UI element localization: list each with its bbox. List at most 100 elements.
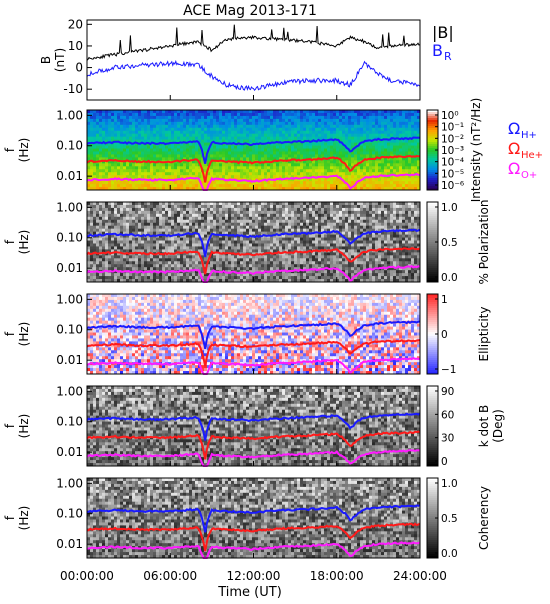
cell	[303, 208, 306, 211]
cell	[357, 229, 360, 232]
cell	[195, 205, 198, 208]
cell	[309, 214, 312, 217]
cell	[309, 181, 312, 184]
cell	[108, 214, 111, 217]
cell	[183, 223, 186, 226]
cell	[345, 178, 348, 181]
cell	[201, 202, 204, 205]
cell	[303, 243, 306, 246]
cell	[171, 238, 174, 241]
cell	[249, 166, 252, 169]
cell	[267, 146, 270, 149]
cell	[261, 131, 264, 134]
cell	[348, 125, 351, 128]
cell	[288, 151, 291, 154]
cell	[348, 131, 351, 134]
cell	[411, 125, 414, 128]
cell	[204, 143, 207, 146]
cell	[96, 154, 99, 157]
cell	[231, 172, 234, 175]
cell	[294, 202, 297, 205]
cell	[339, 113, 342, 116]
cell	[141, 243, 144, 246]
cell	[207, 226, 210, 229]
cell	[363, 220, 366, 223]
cell	[246, 134, 249, 137]
cell	[201, 122, 204, 125]
cell	[312, 110, 315, 113]
cell	[135, 202, 138, 205]
cell	[141, 116, 144, 119]
cell	[375, 128, 378, 131]
cell	[345, 119, 348, 122]
cell	[246, 137, 249, 140]
cell	[285, 181, 288, 184]
cell	[273, 238, 276, 241]
cell	[162, 163, 165, 166]
cell	[408, 110, 411, 113]
cell	[342, 220, 345, 223]
cell	[402, 181, 405, 184]
cell	[132, 134, 135, 137]
cell	[162, 137, 165, 140]
cell	[306, 151, 309, 154]
cell	[399, 202, 402, 205]
cell	[219, 149, 222, 152]
cell	[192, 226, 195, 229]
cell	[255, 151, 258, 154]
cell	[309, 172, 312, 175]
cell	[144, 214, 147, 217]
cell	[117, 214, 120, 217]
cell	[225, 217, 228, 220]
cell	[333, 243, 336, 246]
cell	[222, 122, 225, 125]
cell	[255, 149, 258, 152]
cell	[225, 205, 228, 208]
cell	[414, 149, 417, 152]
cell	[87, 149, 90, 152]
cell	[360, 202, 363, 205]
cell	[279, 223, 282, 226]
cell	[267, 154, 270, 157]
cell	[369, 208, 372, 211]
cell	[150, 137, 153, 140]
cell	[285, 226, 288, 229]
cell	[390, 211, 393, 214]
cell	[159, 226, 162, 229]
cell	[339, 238, 342, 241]
cell	[321, 241, 324, 244]
cell	[399, 169, 402, 172]
cell	[267, 125, 270, 128]
cell	[132, 154, 135, 157]
cell	[111, 220, 114, 223]
cell	[300, 134, 303, 137]
cell	[270, 229, 273, 232]
cell	[288, 246, 291, 249]
cell	[330, 131, 333, 134]
cell	[327, 160, 330, 163]
cell	[375, 226, 378, 229]
cell	[240, 208, 243, 211]
cell	[306, 163, 309, 166]
cell	[303, 113, 306, 116]
cell	[330, 151, 333, 154]
cell	[144, 243, 147, 246]
cell	[300, 217, 303, 220]
cell	[99, 146, 102, 149]
cell	[195, 113, 198, 116]
cell	[123, 211, 126, 214]
cell	[372, 220, 375, 223]
cell	[402, 178, 405, 181]
cell	[195, 166, 198, 169]
cell	[339, 163, 342, 166]
cell	[330, 205, 333, 208]
cell	[297, 211, 300, 214]
cell	[312, 205, 315, 208]
cell	[336, 243, 339, 246]
cell	[138, 119, 141, 122]
cell	[402, 238, 405, 241]
cell	[378, 113, 381, 116]
cell	[210, 116, 213, 119]
cell	[225, 110, 228, 113]
cell	[405, 235, 408, 238]
